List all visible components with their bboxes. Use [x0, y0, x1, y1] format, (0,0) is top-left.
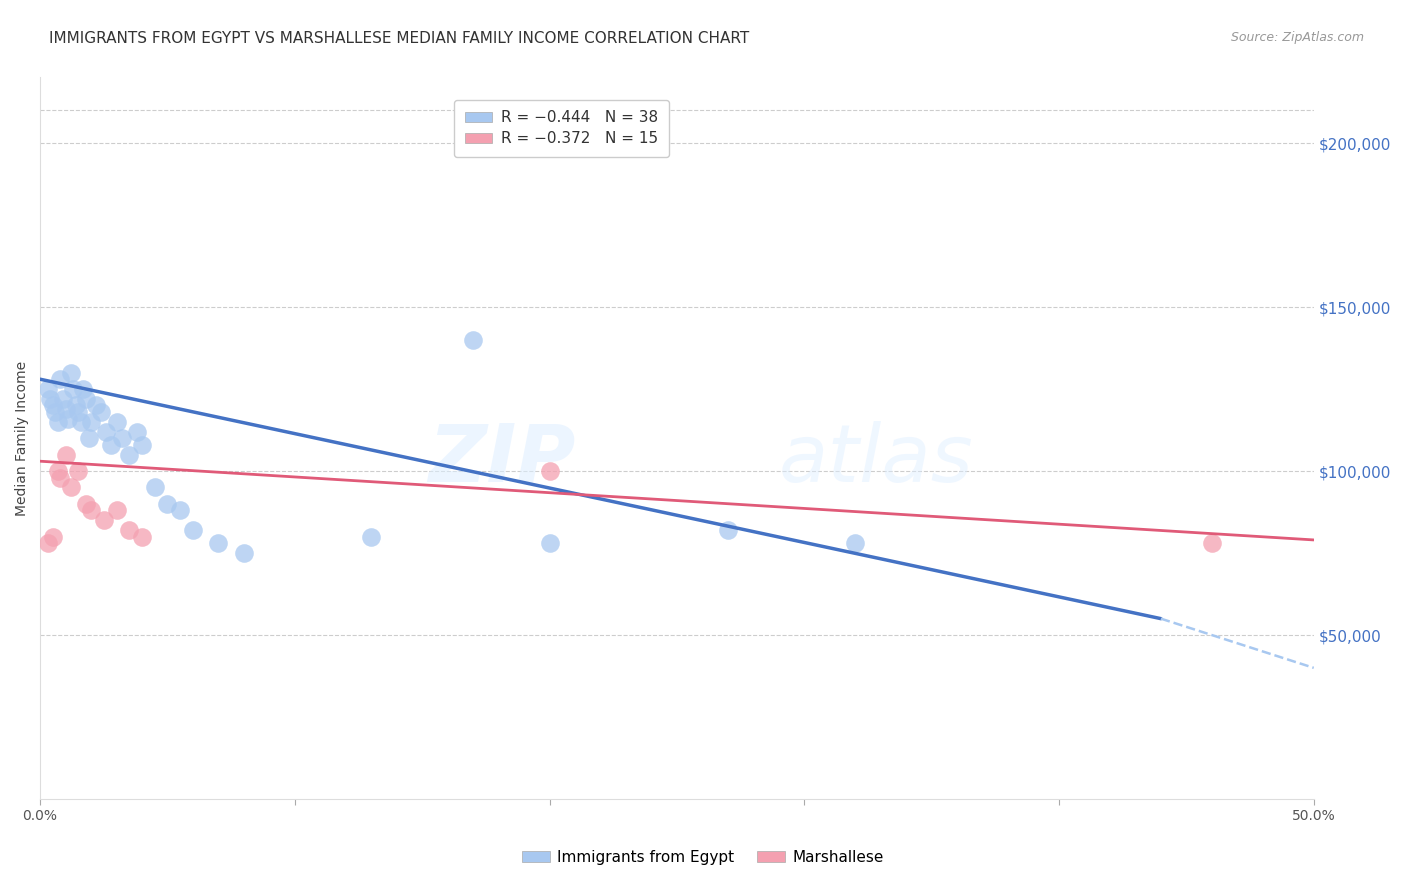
Point — [100, 438, 122, 452]
Text: ZIP: ZIP — [427, 421, 575, 499]
Legend: R = −0.444   N = 38, R = −0.372   N = 15: R = −0.444 N = 38, R = −0.372 N = 15 — [454, 100, 669, 157]
Point — [1201, 536, 1223, 550]
Point — [80, 503, 103, 517]
Point — [717, 523, 740, 537]
Point — [118, 523, 141, 537]
Point — [55, 448, 77, 462]
Point — [90, 405, 112, 419]
Point — [143, 480, 166, 494]
Point — [65, 399, 87, 413]
Point — [232, 546, 254, 560]
Point — [49, 470, 72, 484]
Point — [49, 372, 72, 386]
Point — [37, 536, 59, 550]
Point — [84, 399, 107, 413]
Point — [538, 536, 561, 550]
Point — [46, 464, 69, 478]
Point — [37, 382, 59, 396]
Point — [181, 523, 204, 537]
Point — [39, 392, 62, 406]
Point — [42, 399, 65, 413]
Point — [42, 530, 65, 544]
Point — [96, 425, 118, 439]
Point — [156, 497, 179, 511]
Point — [44, 405, 66, 419]
Point — [80, 415, 103, 429]
Point — [463, 333, 485, 347]
Point — [105, 415, 128, 429]
Point — [62, 382, 84, 396]
Point — [77, 431, 100, 445]
Point — [93, 513, 115, 527]
Point — [118, 448, 141, 462]
Point — [111, 431, 134, 445]
Point — [59, 480, 82, 494]
Point — [67, 405, 90, 419]
Point — [131, 530, 153, 544]
Y-axis label: Median Family Income: Median Family Income — [15, 360, 30, 516]
Point — [360, 530, 382, 544]
Point — [169, 503, 191, 517]
Point — [67, 464, 90, 478]
Text: Source: ZipAtlas.com: Source: ZipAtlas.com — [1230, 31, 1364, 45]
Text: atlas: atlas — [779, 421, 973, 499]
Point — [55, 401, 77, 416]
Text: IMMIGRANTS FROM EGYPT VS MARSHALLESE MEDIAN FAMILY INCOME CORRELATION CHART: IMMIGRANTS FROM EGYPT VS MARSHALLESE MED… — [49, 31, 749, 46]
Point — [75, 497, 97, 511]
Point — [46, 415, 69, 429]
Legend: Immigrants from Egypt, Marshallese: Immigrants from Egypt, Marshallese — [516, 844, 890, 871]
Point — [105, 503, 128, 517]
Point — [538, 464, 561, 478]
Point — [75, 392, 97, 406]
Point — [207, 536, 229, 550]
Point — [59, 366, 82, 380]
Point — [52, 392, 75, 406]
Point — [844, 536, 866, 550]
Point — [125, 425, 148, 439]
Point — [70, 415, 93, 429]
Point — [131, 438, 153, 452]
Point — [72, 382, 94, 396]
Point — [56, 411, 79, 425]
